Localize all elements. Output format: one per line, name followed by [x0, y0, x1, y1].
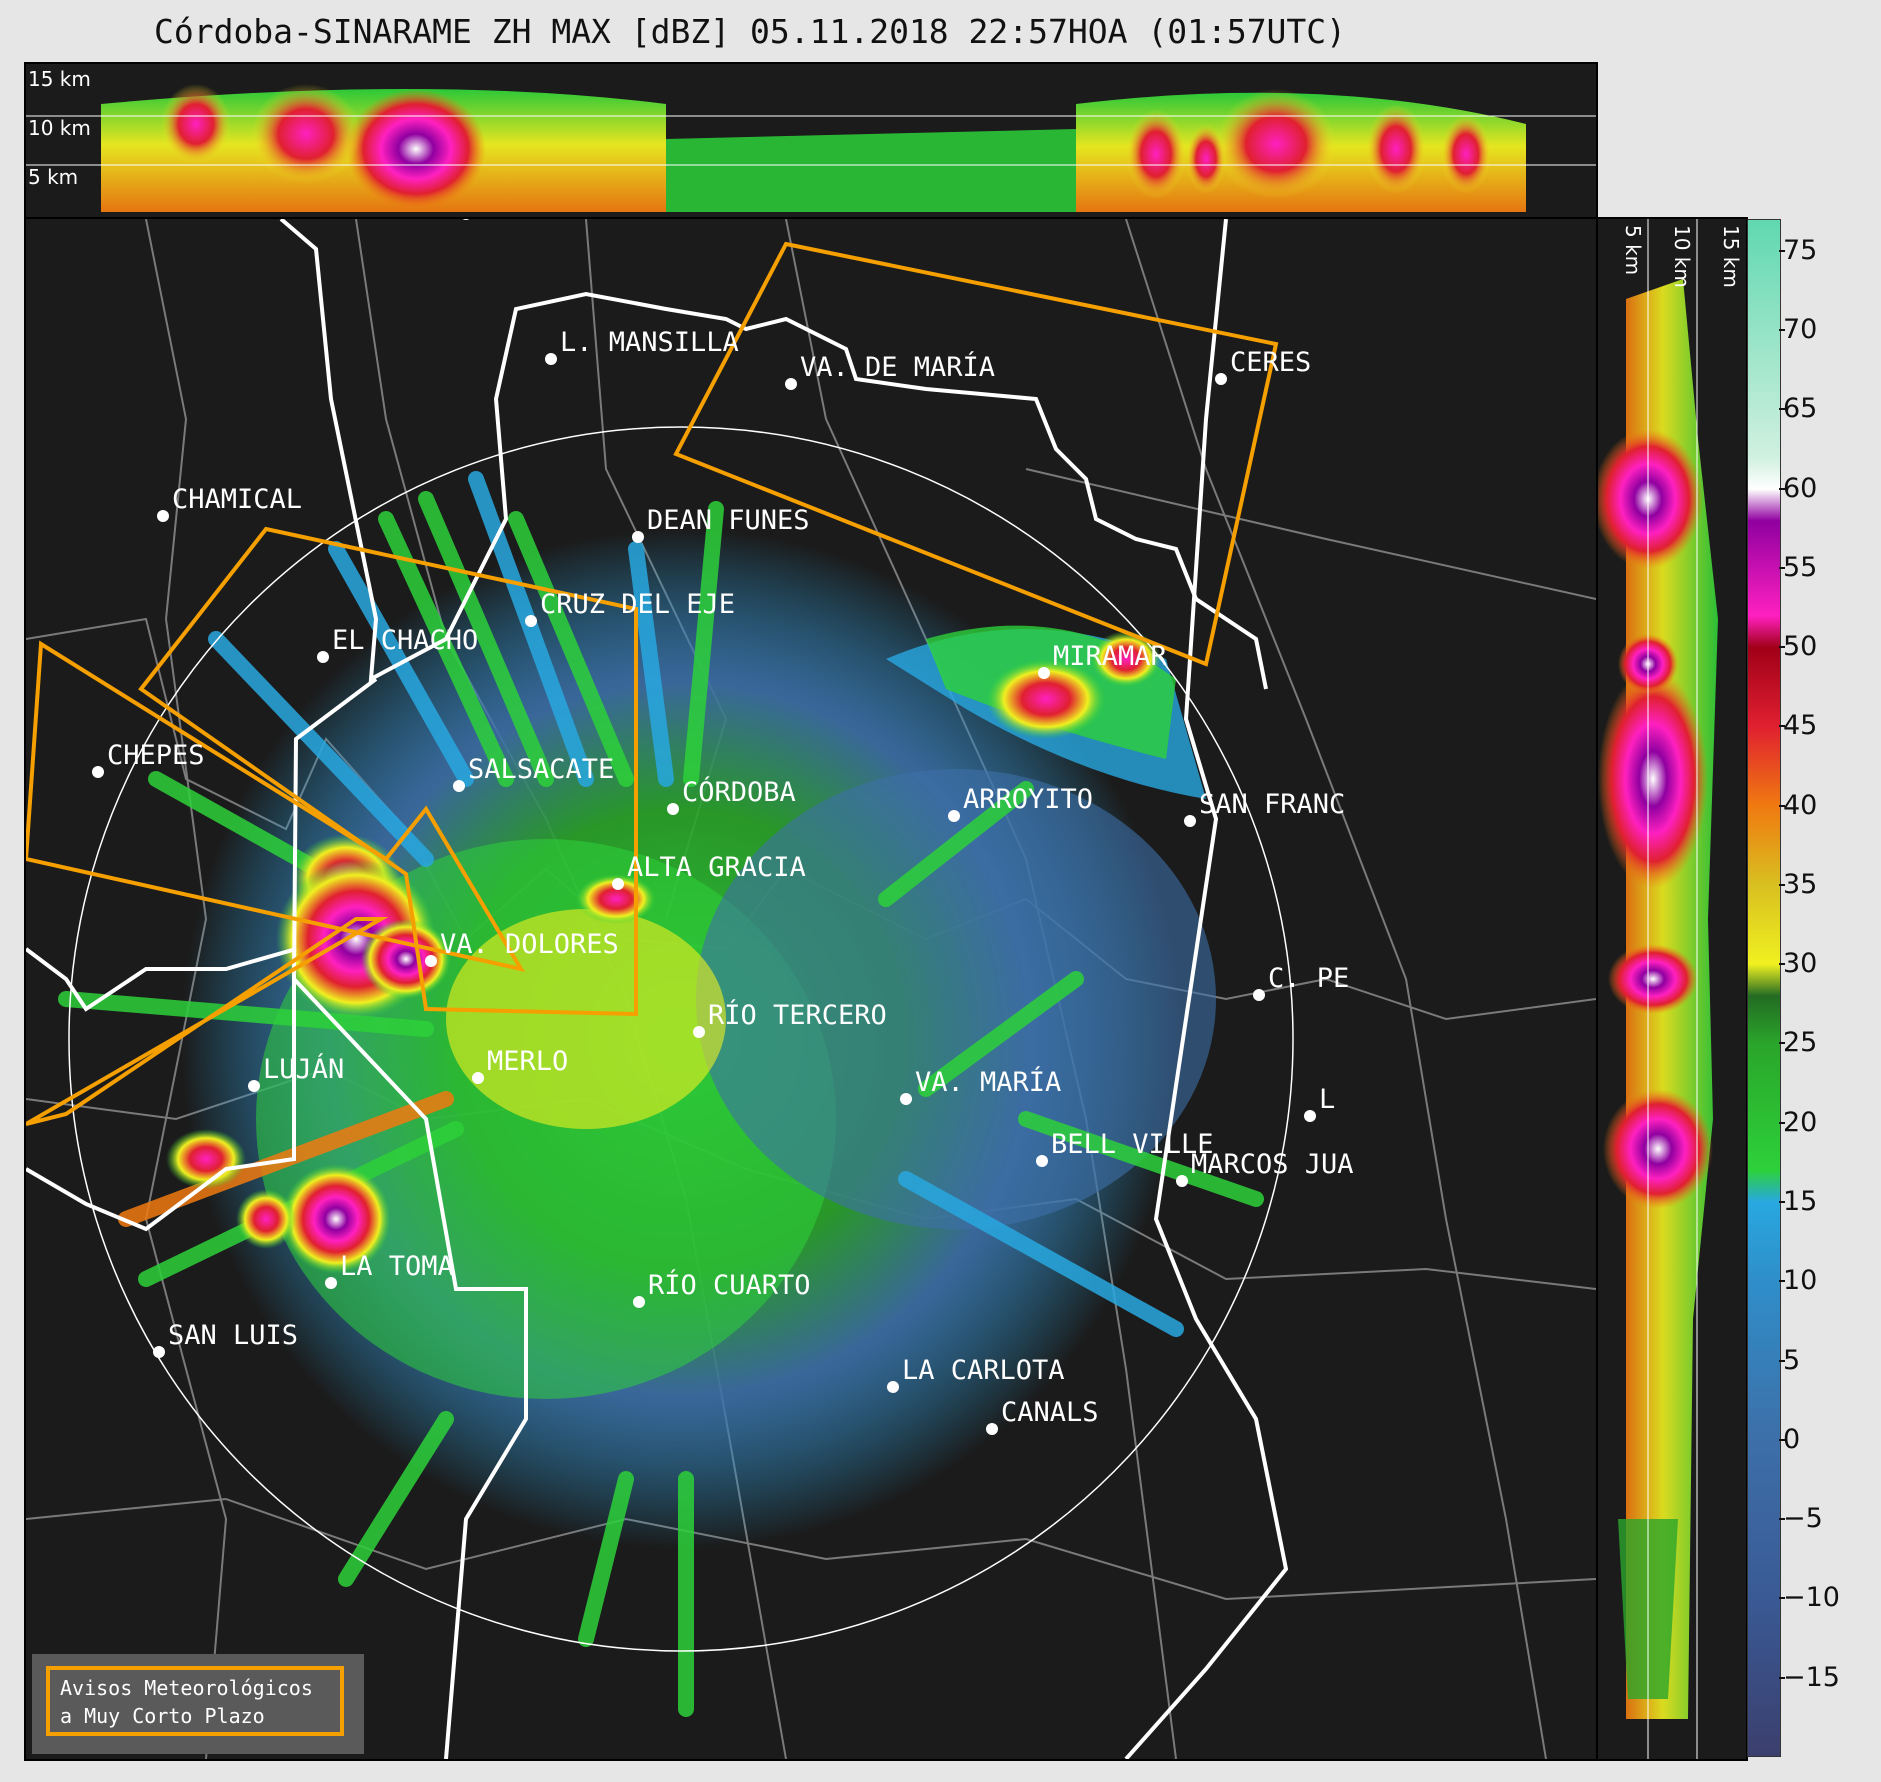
city-dot — [1184, 815, 1196, 827]
colorbar-tick-label: 50 — [1778, 631, 1818, 663]
city-label: EL CHACHO — [332, 625, 478, 656]
legend-line-2: a Muy Corto Plazo — [60, 1704, 265, 1728]
city-label: VA. MARÍA — [915, 1066, 1061, 1098]
colorbar-tick-label: 60 — [1778, 472, 1818, 504]
city-dot — [545, 353, 557, 365]
city-dot — [948, 810, 960, 822]
city-dot — [1253, 989, 1265, 1001]
warning-legend-box: Avisos Meteorológicos a Muy Corto Plazo — [32, 1654, 364, 1754]
city-label: VA. DOLORES — [440, 929, 619, 960]
city-label: LA TOMA — [340, 1251, 454, 1282]
legend-line-1: Avisos Meteorológicos — [60, 1676, 313, 1700]
city-label: CHAMICAL — [172, 484, 302, 515]
city-dot — [612, 878, 624, 890]
top-alt-label-5: 5 km — [28, 165, 78, 189]
city-dot — [1036, 1155, 1048, 1167]
city-dot — [153, 1346, 165, 1358]
city-dot — [693, 1026, 705, 1038]
city-label: MIRAMAR — [1053, 641, 1168, 672]
colorbar-tick-label: 5 — [1778, 1344, 1801, 1376]
city-label: MERLO — [487, 1046, 568, 1077]
city-label: CERES — [1230, 347, 1311, 378]
city-dot — [248, 1080, 260, 1092]
city-label: SALSACATE — [468, 754, 614, 785]
top-cross-section-graphic: 15 km 10 km 5 km — [26, 67, 1596, 212]
city-label: C. PE — [1268, 963, 1349, 994]
city-label: L. MANSILLA — [560, 327, 739, 358]
colorbar-tick-label: 10 — [1778, 1265, 1818, 1297]
colorbar-tick-label: 40 — [1778, 789, 1818, 821]
radar-echoes — [58, 471, 1264, 1717]
colorbar-tick-label: −15 — [1779, 1661, 1840, 1693]
top-alt-label-15: 15 km — [28, 67, 91, 91]
city-dot — [1215, 373, 1227, 385]
side-alt-label-5: 5 km — [1621, 225, 1645, 275]
city-dot — [785, 378, 797, 390]
city-dot — [317, 651, 329, 663]
city-dot — [900, 1093, 912, 1105]
city-label: VA. DE MARÍA — [800, 351, 995, 383]
warning-legend: Avisos Meteorológicos a Muy Corto Plazo — [46, 1666, 344, 1736]
city-label: CÓRDOBA — [682, 776, 796, 808]
city-label: L — [1319, 1084, 1335, 1115]
colorbar-tick-label: 75 — [1778, 234, 1818, 266]
city-label: ARROYITO — [963, 784, 1093, 815]
colorbar-tick-label: 0 — [1778, 1423, 1801, 1455]
city-label: DEAN FUNES — [647, 505, 810, 536]
city-dot — [462, 219, 470, 220]
side-alt-label-10: 10 km — [1670, 225, 1694, 288]
colorbar-tick-label: 30 — [1778, 948, 1818, 980]
city-label: SAN LUIS — [168, 1320, 298, 1351]
city-dot — [986, 1423, 998, 1435]
city-label: LA CARLOTA — [902, 1355, 1065, 1386]
city-dot — [887, 1381, 899, 1393]
colorbar-tick-label: −10 — [1779, 1582, 1840, 1614]
top-alt-label-10: 10 km — [28, 116, 91, 140]
colorbar-tick-label: 35 — [1778, 868, 1818, 900]
city-dot — [633, 1296, 645, 1308]
side-alt-label-15: 15 km — [1719, 225, 1743, 288]
city-dot — [425, 955, 437, 967]
city-dot — [667, 803, 679, 815]
city-label: ALTA GRACIA — [627, 852, 806, 883]
province-borders — [26, 219, 1289, 1759]
colorbar-tick-label: 20 — [1778, 1106, 1818, 1138]
colorbar-tick-label: 45 — [1778, 710, 1818, 742]
city-label: SAN FRANC — [1199, 789, 1345, 820]
city-dot — [92, 766, 104, 778]
dbz-colorbar — [1747, 219, 1781, 1757]
city-label: LUJÁN — [263, 1053, 344, 1085]
city-label: CANALS — [1001, 1397, 1099, 1428]
city-label: BELL VILLE — [1051, 1129, 1214, 1160]
city-dot — [525, 615, 537, 627]
city-dot — [325, 1277, 337, 1289]
city-label: CRUZ DEL EJE — [540, 589, 735, 620]
city-dot — [1304, 1110, 1316, 1122]
warning-polygons — [26, 241, 1279, 1126]
colorbar-tick-label: −5 — [1779, 1503, 1823, 1535]
city-dot — [1038, 667, 1050, 679]
range-ring — [68, 426, 1294, 1652]
colorbar-tick-label: 70 — [1778, 313, 1818, 345]
city-dot — [472, 1072, 484, 1084]
city-label: MARCOS JUA — [1191, 1149, 1354, 1180]
city-dot — [1176, 1175, 1188, 1187]
city-label: RÍO CUARTO — [648, 1269, 811, 1301]
chart-title: Córdoba-SINARAME ZH MAX [dBZ] 05.11.2018… — [153, 12, 1347, 51]
city-dot — [157, 510, 169, 522]
colorbar-tick-label: 15 — [1778, 1186, 1818, 1218]
city-dot — [453, 780, 465, 792]
city-label: RÍO TERCERO — [708, 999, 887, 1031]
side-cross-section-graphic: 5 km 10 km 15 km — [1598, 219, 1743, 1759]
side-cross-section-panel: 5 km 10 km 15 km — [1596, 217, 1748, 1761]
colorbar-tick-label: 65 — [1778, 393, 1818, 425]
city-dot — [632, 531, 644, 543]
colorbar-tick-label: 55 — [1778, 551, 1818, 583]
top-cross-section-panel: 15 km 10 km 5 km — [24, 62, 1598, 219]
city-label: CHEPES — [107, 740, 205, 771]
colorbar-tick-label: 25 — [1778, 1027, 1818, 1059]
